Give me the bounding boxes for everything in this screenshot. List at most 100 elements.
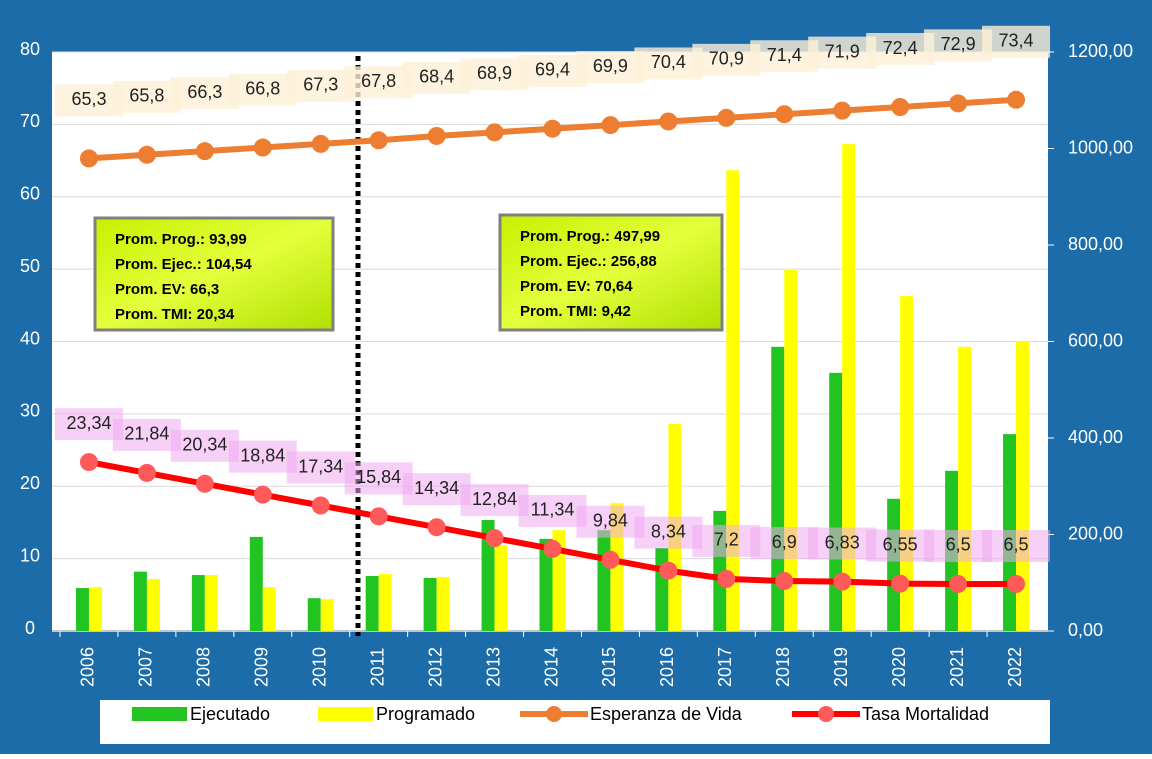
label-bg [344,462,413,495]
annotation-text: Prom. TMI: 20,34 [115,306,235,323]
label-bg [866,529,935,562]
marker [543,539,562,558]
annotation-box [498,213,724,332]
data-label: 11,34 [531,500,575,520]
bar [191,575,205,631]
marker [601,550,620,569]
x-tick-label: 2009 [252,647,272,687]
data-label: 68,4 [419,67,454,87]
y2-tick-label: 600,00 [1068,330,1123,350]
y-tick-label: 70 [20,111,40,131]
label-bg [808,36,877,69]
label-bg [286,69,355,102]
annotation-text: Prom. Prog.: 93,99 [115,231,247,248]
marker [949,574,968,593]
data-label: 18,84 [240,445,285,465]
y2-tick-label: 400,00 [1068,427,1123,447]
x-tick-label: 2011 [367,648,387,687]
marker [659,112,678,131]
marker [369,131,388,150]
x-tick-label: 2012 [425,647,445,687]
legend-box [100,700,1050,744]
legend-marker [818,706,834,722]
marker [427,518,446,537]
x-tick-label: 2010 [309,647,329,687]
label-bg [750,527,819,560]
label-bg [228,440,297,473]
marker [543,119,562,138]
x-tick-label: 2020 [889,647,909,687]
bar [133,571,147,631]
marker [949,94,968,113]
legend-label: Tasa Mortalidad [862,704,989,724]
marker [253,138,272,157]
bar [597,530,611,631]
bar [204,575,218,631]
annotation-text: Prom. Prog.: 497,99 [520,228,660,245]
label-bg [402,473,471,506]
y2-tick-label: 0,00 [1068,620,1103,640]
x-tick-label: 2016 [657,647,677,687]
data-label: 6,9 [772,532,797,552]
data-label: 14,34 [414,478,459,498]
data-label: 23,34 [66,413,111,433]
data-label: 71,9 [825,41,860,61]
marker [253,485,272,504]
legend-swatch [132,707,187,721]
bar [655,548,669,631]
label-bg [460,484,529,517]
data-label: 72,9 [941,34,976,54]
bar [307,598,321,631]
marker [1007,574,1026,593]
data-label: 71,4 [767,45,802,65]
label-bg [982,25,1051,58]
legend-label: Esperanza de Vida [590,704,743,724]
label-bg [518,54,587,87]
data-label: 6,5 [1004,535,1029,555]
y-tick-label: 80 [20,39,40,59]
marker [1007,90,1026,109]
marker [311,496,330,515]
bar [829,372,843,631]
label-bg [460,58,529,91]
y2-tick-label: 1000,00 [1068,137,1133,157]
x-tick-label: 2021 [947,647,967,687]
x-tick-label: 2018 [773,647,793,687]
label-bg [576,51,645,84]
marker [427,126,446,145]
label-bg [54,408,123,441]
label-bg [924,29,993,62]
annotation-text: Prom. EV: 66,3 [115,281,219,298]
x-tick-label: 2006 [78,647,98,687]
data-label: 68,9 [477,63,512,83]
data-label: 70,9 [709,49,744,69]
legend-label: Ejecutado [190,704,270,724]
bar [262,587,276,631]
label-bg [344,66,413,99]
data-label: 67,8 [361,71,396,91]
data-label: 12,84 [472,489,517,509]
x-tick-label: 2019 [831,647,851,687]
label-bg [692,43,761,76]
label-bg [634,47,703,80]
label-bg [228,73,297,106]
marker [311,134,330,153]
bar [887,498,901,631]
data-label: 72,4 [883,38,918,58]
legend-marker [546,706,562,722]
bar [726,170,740,631]
bar [494,545,508,631]
marker [195,474,214,493]
label-bg [112,80,181,113]
data-label: 66,3 [187,82,222,102]
marker [891,574,910,593]
bar [842,144,856,631]
label-bg [982,529,1051,562]
data-label: 21,84 [124,424,169,444]
marker [833,101,852,120]
x-tick-label: 2022 [1005,647,1025,687]
bar [378,574,392,631]
marker [775,105,794,124]
label-bg [866,33,935,66]
